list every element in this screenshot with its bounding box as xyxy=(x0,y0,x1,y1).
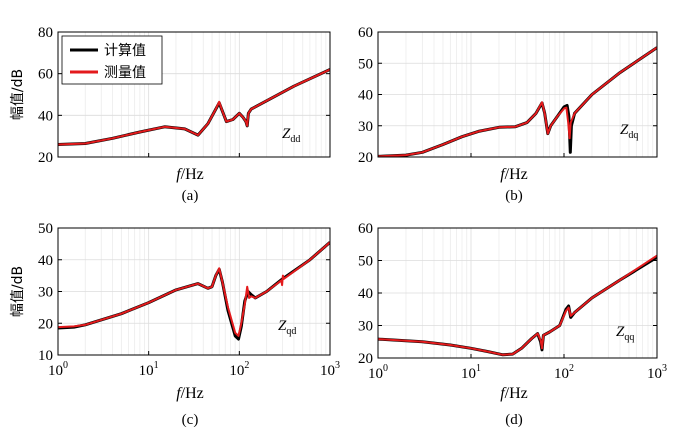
series-line-meas xyxy=(378,46,657,157)
series-line-meas xyxy=(58,241,330,337)
x-axis-label: f/Hz xyxy=(500,385,528,402)
y-tick-label: 40 xyxy=(38,108,53,124)
panel-caption: (b) xyxy=(505,188,523,204)
y-tick-label: 40 xyxy=(358,88,373,104)
x-tick-label: 101 xyxy=(461,363,481,382)
impedance-label: Zqd xyxy=(278,318,296,337)
x-tick-label: 101 xyxy=(139,360,159,379)
panel-d: 20 30 40 50 60 100 101 102 103 f/Hz (d) Zqq xyxy=(358,221,667,428)
series-line-calc xyxy=(58,241,330,341)
y-tick-label: 30 xyxy=(358,319,373,335)
y-tick-label: 60 xyxy=(38,67,53,83)
x-axis-label: f/Hz xyxy=(500,166,528,183)
plot-frame xyxy=(57,31,331,158)
y-tick-label: 50 xyxy=(358,56,373,72)
series-line-calc xyxy=(378,256,657,357)
y-tick-label: 10 xyxy=(38,348,53,364)
x-tick-label: 100 xyxy=(368,363,388,382)
x-tick-label: 102 xyxy=(229,360,249,379)
y-tick-label: 80 xyxy=(38,25,53,41)
impedance-label: Zdd xyxy=(282,126,300,145)
panel-b: 20 30 40 50 60 f/Hz (b) Zdq xyxy=(358,25,658,204)
panel-caption: (a) xyxy=(182,188,199,204)
legend-label: 测量值 xyxy=(104,65,146,81)
y-tick-label: 20 xyxy=(38,316,53,332)
series-line-calc xyxy=(378,46,657,157)
panel-caption: (c) xyxy=(182,412,199,428)
y-axis-label: 幅值/dB xyxy=(10,69,26,120)
y-tick-label: 40 xyxy=(358,286,373,302)
x-axis-label: f/Hz xyxy=(176,385,204,402)
x-tick-label: 103 xyxy=(320,360,340,379)
y-tick-label: 30 xyxy=(358,119,373,135)
y-tick-label: 50 xyxy=(358,254,373,270)
y-tick-label: 20 xyxy=(38,150,53,166)
legend-box xyxy=(61,35,163,85)
y-tick-label: 50 xyxy=(38,221,53,237)
impedance-label: Zqq xyxy=(616,324,634,343)
legend-label: 计算值 xyxy=(104,43,146,59)
x-axis-label: f/Hz xyxy=(176,166,204,183)
x-tick-label: 102 xyxy=(554,363,574,382)
y-tick-label: 40 xyxy=(38,253,53,269)
y-tick-label: 60 xyxy=(358,25,373,41)
y-axis-label: 幅值/dB xyxy=(10,266,26,317)
panel-caption: (d) xyxy=(505,412,523,428)
y-tick-label: 60 xyxy=(358,221,373,237)
series-line-meas xyxy=(58,68,330,146)
y-tick-label: 30 xyxy=(38,285,53,301)
x-tick-label: 103 xyxy=(647,363,667,382)
x-tick-label: 100 xyxy=(48,360,68,379)
panel-c: 10 20 30 40 50 100 101 102 103 f/Hz (c) 幅值/dB Zqd xyxy=(10,221,340,428)
series-line-meas xyxy=(378,254,657,356)
y-tick-label: 20 xyxy=(358,351,373,367)
y-tick-label: 20 xyxy=(358,150,373,166)
impedance-label: Zdq xyxy=(620,122,638,141)
